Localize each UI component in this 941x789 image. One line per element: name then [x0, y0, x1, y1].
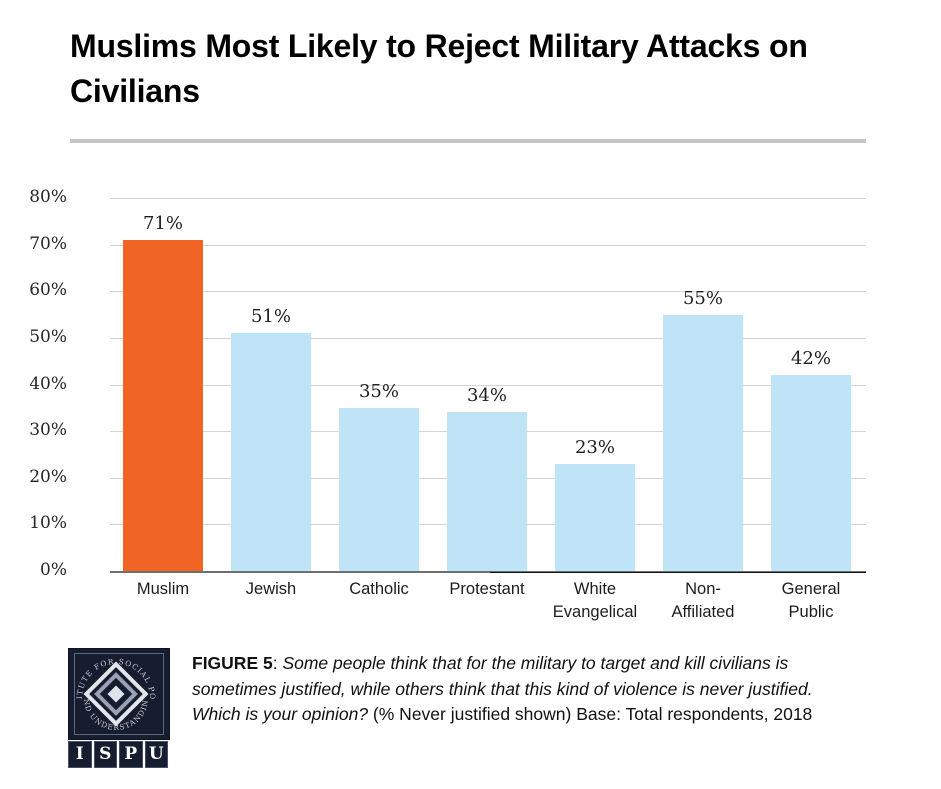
x-axis-label-line: Public: [788, 603, 834, 621]
bar-general-public[interactable]: [771, 375, 851, 571]
bar-chart: 0% 10% 20% 30% 40% 50% 60% 70% 80% 71% 51% 35% 34% 2…: [29, 187, 866, 638]
x-axis-line-overlay: [490, 572, 866, 573]
page-title: Muslims Most Likely to Reject Military A…: [70, 24, 890, 114]
bar-value-label: 55%: [682, 287, 723, 309]
y-axis-tick-label: 70%: [29, 233, 67, 254]
x-axis-label-muslim: Muslim: [110, 578, 216, 601]
figure-footer: INSTITUTE FOR SOCIAL POLICY AND UNDERSTA…: [0, 640, 941, 789]
ispu-logo: INSTITUTE FOR SOCIAL POLICY AND UNDERSTA…: [66, 648, 172, 770]
x-axis-label-line: Evangelical: [552, 603, 638, 621]
x-axis-label-non-affiliated: Non- Affiliated: [650, 578, 756, 624]
gridline: [110, 384, 866, 386]
x-axis-label-line: Muslim: [136, 580, 190, 598]
y-axis-tick-label: 0%: [40, 560, 67, 580]
logo-letter: U: [144, 741, 168, 768]
x-axis-line: [110, 571, 866, 573]
logo-letter: P: [119, 741, 143, 768]
caption-separator: :: [272, 653, 283, 673]
bar-non-affiliated[interactable]: [663, 314, 743, 571]
bar-group[interactable]: 34%: [434, 198, 540, 571]
gridline: [110, 291, 866, 293]
bar-group[interactable]: 55%: [650, 198, 756, 571]
bar-white-evangelical[interactable]: [555, 463, 635, 571]
logo-emblem-icon: INSTITUTE FOR SOCIAL POLICY AND UNDERSTA…: [66, 648, 156, 732]
bar-value-label: 42%: [790, 348, 831, 370]
bar-value-label: 35%: [358, 380, 399, 402]
y-axis-tick-label: 50%: [29, 326, 67, 347]
caption-question: Some people think that for the military …: [192, 653, 813, 724]
bar-group[interactable]: 35%: [326, 198, 432, 571]
bar-catholic[interactable]: [339, 407, 419, 571]
gridline: [110, 244, 866, 246]
y-axis-tick-label: 10%: [29, 513, 67, 534]
x-axis-category-labels: Muslim Jewish Catholic Protestant White Evang…: [110, 578, 866, 638]
bar-protestant[interactable]: [447, 412, 527, 571]
logo-letter: I: [68, 741, 92, 768]
figure-number: FIGURE 5: [192, 653, 273, 673]
bar-value-label: 51%: [250, 306, 291, 328]
x-axis-label-line: Non-: [685, 580, 721, 598]
x-axis-label-line: White: [573, 580, 617, 598]
y-axis-tick-label: 20%: [29, 466, 67, 487]
logo-inner-border: [74, 653, 164, 735]
bar-group[interactable]: 71%: [110, 198, 216, 571]
x-axis-label-line: Jewish: [245, 580, 297, 598]
page-title-line-1: Muslims Most Likely to Reject Military A…: [70, 28, 761, 64]
bar-series: 71% 51% 35% 34% 23% 55% 42%: [110, 198, 866, 571]
y-axis-tick-label: 80%: [29, 187, 67, 207]
page-title-line-2: on Civilians: [70, 28, 808, 109]
y-axis-tick-label: 40%: [29, 373, 67, 394]
bar-value-label: 71%: [142, 212, 183, 234]
logo-letter: S: [93, 741, 117, 768]
y-axis-tick-label: 30%: [29, 420, 67, 441]
x-axis-label-white-evangelical: White Evangelical: [542, 578, 648, 624]
bar-muslim[interactable]: [123, 239, 203, 571]
gridline: [110, 337, 866, 339]
bar-group[interactable]: 23%: [542, 198, 648, 571]
bar-group[interactable]: 42%: [758, 198, 864, 571]
x-axis-label-protestant: Protestant: [434, 578, 540, 601]
x-axis-label-jewish: Jewish: [218, 578, 324, 601]
y-axis-tick-labels: 0% 10% 20% 30% 40% 50% 60% 70% 80%: [29, 187, 67, 580]
figure-caption: FIGURE 5: Some people think that for the…: [192, 651, 842, 728]
y-axis-tick-label: 60%: [29, 280, 67, 301]
bar-value-label: 34%: [466, 385, 507, 407]
bar-value-label: 23%: [574, 436, 615, 458]
x-axis-label-line: Affiliated: [671, 603, 735, 621]
x-axis-label-general-public: General Public: [758, 578, 864, 624]
x-axis-label-line: Protestant: [449, 580, 525, 598]
caption-tail: (% Never justified shown) Base: Total re…: [368, 704, 813, 724]
title-divider: [70, 139, 866, 143]
gridline: [110, 198, 866, 199]
bar-jewish[interactable]: [231, 333, 311, 571]
x-axis-label-catholic: Catholic: [326, 578, 432, 601]
x-axis-label-line: Catholic: [349, 580, 409, 598]
bar-group[interactable]: 51%: [218, 198, 324, 571]
x-axis-label-line: General: [781, 580, 841, 598]
